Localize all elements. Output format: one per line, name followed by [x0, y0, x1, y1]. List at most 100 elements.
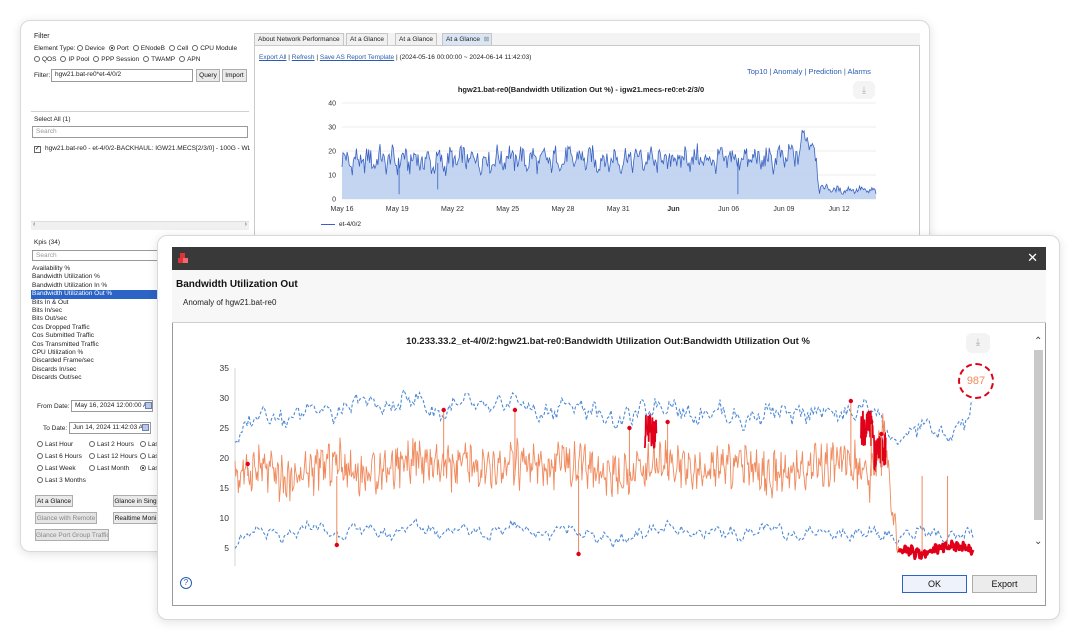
close-icon[interactable]: ⊠ — [483, 36, 490, 43]
element-type-option-1[interactable]: IP Pool — [60, 56, 89, 63]
kpi-item[interactable]: Bandwidth Utilization Out % — [31, 290, 158, 299]
top10-link[interactable]: Top10 — [747, 67, 768, 76]
radio-icon[interactable] — [179, 56, 186, 62]
chevron-down-icon[interactable]: ⌄ — [1034, 536, 1043, 547]
save-report-link[interactable]: Save AS Report Template — [319, 54, 395, 61]
kpi-item[interactable]: Bits In & Out — [32, 298, 69, 306]
ok-button[interactable]: OK — [902, 575, 967, 593]
radio-icon[interactable] — [93, 56, 100, 62]
radio-icon[interactable] — [89, 453, 95, 459]
kpi-item[interactable]: Availability % — [32, 265, 71, 272]
tab-at-a-glance-2[interactable]: At a Glance — [395, 33, 437, 45]
radio-icon[interactable] — [89, 441, 95, 447]
select-all-label[interactable]: Select All (1) — [34, 116, 71, 123]
time-range-option[interactable]: Last — [140, 441, 160, 448]
filter-input[interactable]: hgw21.bat-re0*et-4/0/2 — [51, 69, 193, 82]
kpi-item[interactable]: Bandwidth Utilization In % — [32, 281, 108, 289]
kpi-item[interactable]: Discards In/sec — [32, 365, 77, 373]
radio-icon[interactable] — [37, 477, 43, 483]
kpi-item[interactable]: Bits In/sec — [32, 307, 62, 314]
import-button[interactable]: Import — [222, 69, 247, 82]
at-a-glance-button[interactable]: At a Glance — [35, 495, 73, 507]
radio-icon[interactable] — [89, 465, 95, 471]
help-icon[interactable]: ? — [180, 577, 192, 589]
anomaly-link[interactable]: Anomaly — [773, 67, 803, 76]
x-tick-label: May 16 — [331, 206, 354, 213]
time-range-option[interactable]: Last 12 Hours — [89, 453, 137, 460]
radio-icon[interactable] — [140, 465, 146, 471]
selected-item[interactable]: hgw21.bat-re0 - et-4/0/2-BACKHAUL: IGW21… — [45, 145, 250, 152]
radio-icon[interactable] — [108, 45, 115, 51]
time-range-option[interactable]: Last — [140, 465, 160, 472]
time-range-option[interactable]: Last — [140, 453, 160, 460]
alarms-link[interactable]: Alarms — [847, 67, 871, 76]
element-type-option-3[interactable]: TWAMP — [143, 56, 175, 63]
time-range-option[interactable]: Last 2 Hours — [89, 441, 134, 448]
radio-icon[interactable] — [37, 465, 43, 471]
time-range-option[interactable]: Last Hour — [37, 441, 73, 448]
anomaly-point — [512, 407, 518, 413]
search-input[interactable]: Search — [32, 126, 248, 138]
realtime-monitor-button[interactable]: Realtime Moni — [113, 512, 158, 524]
glance-with-remote-button[interactable]: Glance with Remote — [35, 512, 97, 524]
prediction-link[interactable]: Prediction — [808, 67, 842, 76]
calendar-icon[interactable] — [145, 402, 152, 409]
radio-icon[interactable] — [132, 45, 139, 51]
kpi-search-input[interactable]: Search — [32, 250, 162, 261]
radio-icon[interactable] — [37, 441, 43, 447]
to-date-input[interactable]: Jun 14, 2024 11:42:03 AM — [69, 422, 151, 434]
calendar-icon[interactable] — [142, 424, 149, 431]
radio-icon[interactable] — [192, 45, 199, 51]
scroll-right-icon[interactable]: › — [244, 221, 247, 228]
chevron-up-icon[interactable]: ⌃ — [1034, 336, 1043, 347]
kpi-item[interactable]: Bandwidth Utilization % — [32, 273, 100, 281]
export-all-link[interactable]: Export All — [259, 54, 287, 61]
glance-port-group-button[interactable]: Glance Port Group Traffic — [35, 529, 109, 541]
horizontal-scrollbar[interactable]: ‹ › — [31, 221, 249, 230]
from-date-input[interactable]: May 16, 2024 12:00:00 AM — [71, 400, 153, 412]
kpi-item[interactable]: CPU Utilization % — [32, 349, 84, 356]
vertical-scrollbar[interactable]: ⌃ ⌄ — [1033, 336, 1045, 558]
tab-at-a-glance-1[interactable]: At a Glance — [346, 33, 388, 45]
time-range-option[interactable]: Last 6 Hours — [37, 453, 82, 460]
kpi-item[interactable]: Bits Out/sec — [32, 315, 68, 323]
radio-icon[interactable] — [143, 56, 150, 62]
radio-icon[interactable] — [140, 453, 146, 459]
scrollbar-thumb[interactable] — [1034, 350, 1043, 520]
legend-label: et-4/0/2 — [339, 221, 362, 228]
tab-about[interactable]: About Network Performance — [254, 33, 344, 45]
glance-in-single-button[interactable]: Glance in Sing — [113, 495, 158, 507]
time-range-option[interactable]: Last 3 Months — [37, 477, 86, 484]
query-button[interactable]: Query — [196, 69, 220, 82]
item-checkbox[interactable]: ✓ — [34, 146, 41, 153]
element-type-option-1[interactable]: Port — [108, 45, 129, 52]
kpi-item[interactable]: Cos Transmitted Traffic — [32, 340, 99, 348]
radio-icon[interactable] — [34, 56, 40, 62]
refresh-link[interactable]: Refresh — [291, 54, 315, 61]
time-range-option[interactable]: Last Month — [89, 465, 129, 472]
element-type-option-0[interactable]: QOS — [34, 56, 56, 63]
close-icon[interactable]: ✕ — [1027, 250, 1038, 265]
radio-icon[interactable] — [77, 45, 83, 51]
time-range-option[interactable]: Last Week — [37, 465, 76, 472]
radio-icon[interactable] — [169, 45, 176, 51]
kpi-item[interactable]: Discards Out/sec — [32, 374, 82, 382]
element-type-option-0[interactable]: Device — [77, 45, 105, 52]
element-type-option-2[interactable]: PPP Session — [93, 56, 139, 63]
element-type-option-3[interactable]: Cell — [169, 45, 188, 52]
download-icon[interactable]: ⤓ — [853, 81, 875, 99]
scroll-left-icon[interactable]: ‹ — [33, 221, 36, 228]
element-type-option-4[interactable]: CPU Module — [192, 45, 237, 52]
radio-label: Last Week — [45, 465, 76, 472]
kpi-item[interactable]: Cos Submitted Traffic — [32, 332, 95, 340]
radio-icon[interactable] — [37, 453, 43, 459]
export-button[interactable]: Export — [972, 575, 1037, 593]
element-type-option-2[interactable]: ENodeB — [132, 45, 165, 52]
radio-icon[interactable] — [140, 441, 146, 447]
download-icon[interactable]: ⤓ — [966, 333, 990, 353]
tab-at-a-glance-3[interactable]: At a Glance ⊠ — [442, 33, 492, 45]
element-type-option-4[interactable]: APN — [179, 56, 200, 63]
radio-icon[interactable] — [60, 56, 67, 62]
kpi-item[interactable]: Cos Dropped Traffic — [32, 323, 90, 331]
kpi-item[interactable]: Discarded Frame/sec — [32, 357, 94, 365]
